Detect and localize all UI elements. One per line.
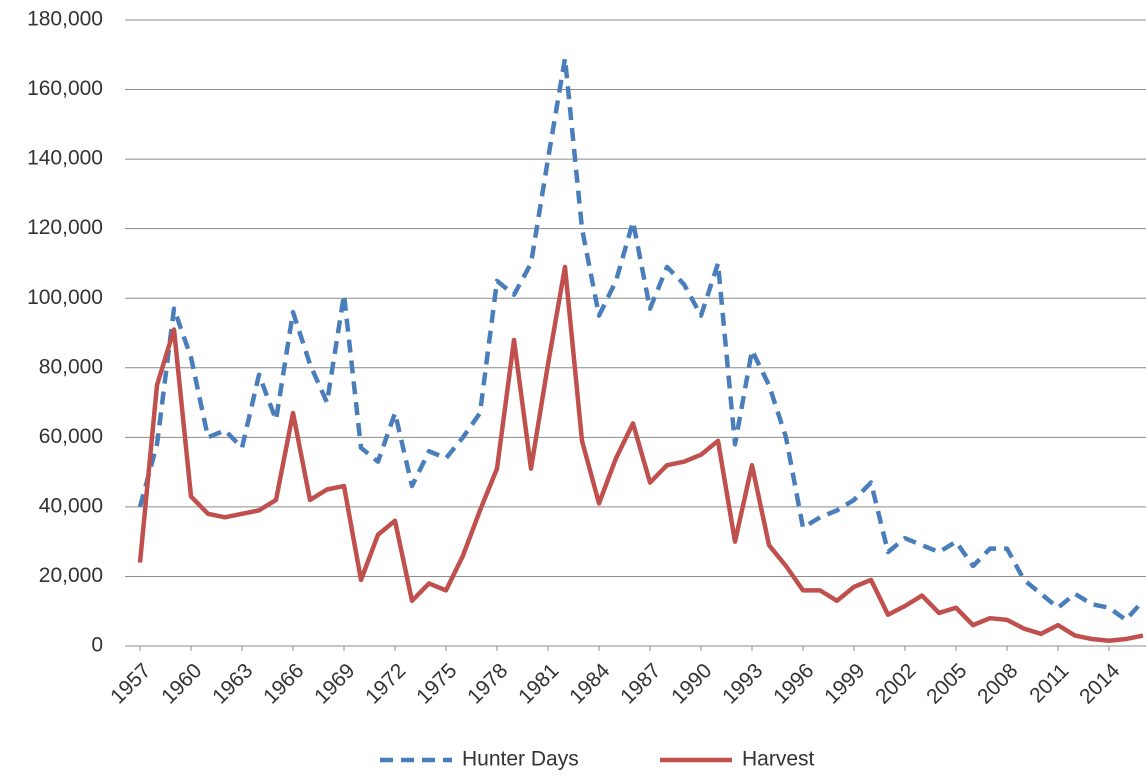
y-tick-label: 20,000	[39, 564, 103, 587]
x-tick-label: 1972	[361, 659, 410, 708]
x-tick-label: 1957	[106, 659, 155, 708]
x-tick-label: 1963	[208, 659, 257, 708]
y-tick-label: 140,000	[27, 147, 103, 170]
x-tick-label: 1993	[718, 659, 767, 708]
x-tick-label: 2011	[1025, 659, 1073, 707]
y-tick-label: 80,000	[39, 355, 103, 378]
x-tick-label: 1984	[565, 659, 615, 709]
x-tick-label: 1966	[259, 659, 308, 708]
x-tick-label: 2005	[922, 659, 971, 708]
y-tick-label: 160,000	[27, 77, 103, 100]
x-tick-label: 1996	[769, 659, 818, 708]
x-tick-label: 1981	[514, 659, 563, 708]
y-tick-label: 60,000	[39, 425, 103, 448]
legend-label: Harvest	[742, 748, 815, 771]
legend-label: Hunter Days	[462, 748, 579, 771]
x-tick-label: 2014	[1075, 659, 1125, 709]
x-tick-label: 1975	[412, 659, 461, 708]
y-tick-label: 100,000	[27, 286, 103, 309]
y-tick-label: 180,000	[27, 8, 103, 31]
x-tick-label: 1999	[820, 659, 869, 708]
x-tick-label: 1960	[157, 659, 206, 708]
x-tick-label: 1978	[463, 659, 512, 708]
x-tick-label: 1969	[310, 659, 359, 708]
y-tick-label: 0	[91, 634, 103, 657]
x-tick-label: 2008	[973, 659, 1022, 708]
x-tick-label: 1990	[667, 659, 716, 708]
x-tick-label: 1987	[616, 659, 665, 708]
y-tick-label: 40,000	[39, 494, 103, 517]
series-line	[137, 264, 1144, 644]
y-tick-label: 120,000	[27, 216, 103, 239]
series-line	[137, 56, 1145, 623]
x-tick-label: 2002	[871, 659, 920, 708]
